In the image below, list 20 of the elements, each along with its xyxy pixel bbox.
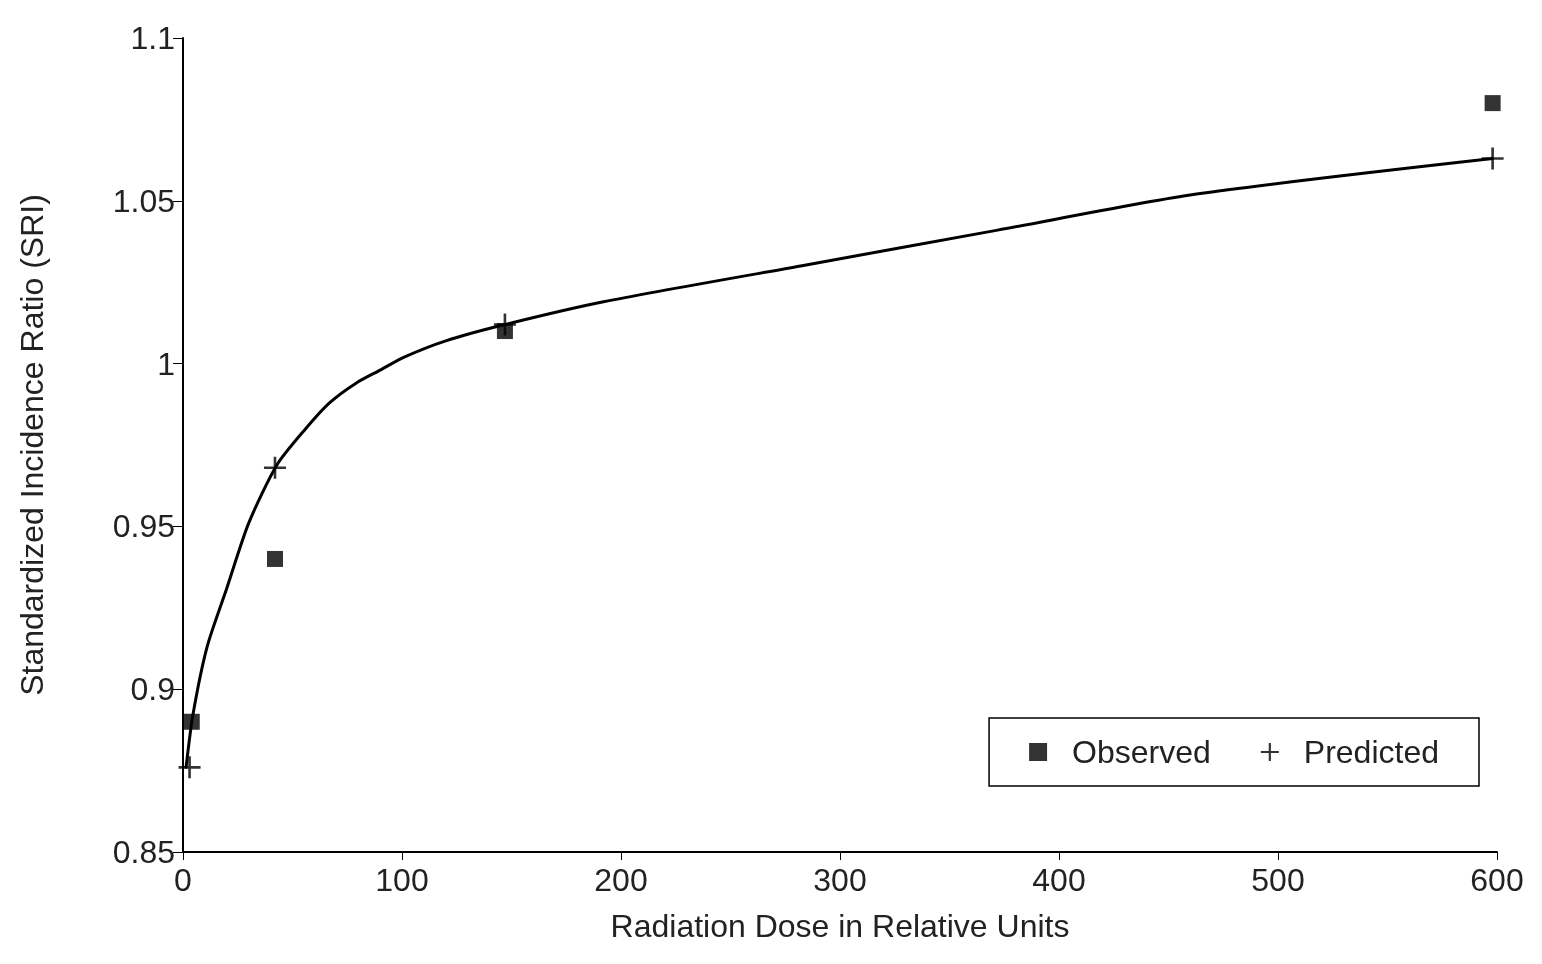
point — [266, 550, 283, 567]
legend-label: Observed — [1072, 734, 1211, 770]
x-tick-label: 500 — [1251, 862, 1305, 898]
y-tick-label: 0.9 — [130, 671, 175, 708]
x-tick-label: 0 — [174, 862, 192, 898]
point — [178, 756, 201, 779]
y-tick-label: 0.85 — [112, 834, 175, 870]
x-tick-label: 600 — [1470, 862, 1524, 898]
x-tick-label: 300 — [813, 862, 867, 898]
x-tick-label: 100 — [375, 862, 429, 898]
x-axis-title: Radiation Dose in Relative Units — [610, 908, 1070, 944]
y-tick-label: 0.95 — [112, 508, 175, 545]
y-tick-label: 1 — [157, 345, 175, 382]
point — [1484, 95, 1501, 112]
y-tick-label: 1.1 — [130, 20, 175, 56]
x-tick-label: 400 — [1032, 862, 1086, 898]
y-axis-title: Standardized Incidence Ratio (SRI) — [14, 194, 50, 696]
legend-label: Predicted — [1303, 734, 1439, 770]
x-tick-label: 200 — [594, 862, 648, 898]
y-tick-label: 1.05 — [112, 182, 175, 219]
